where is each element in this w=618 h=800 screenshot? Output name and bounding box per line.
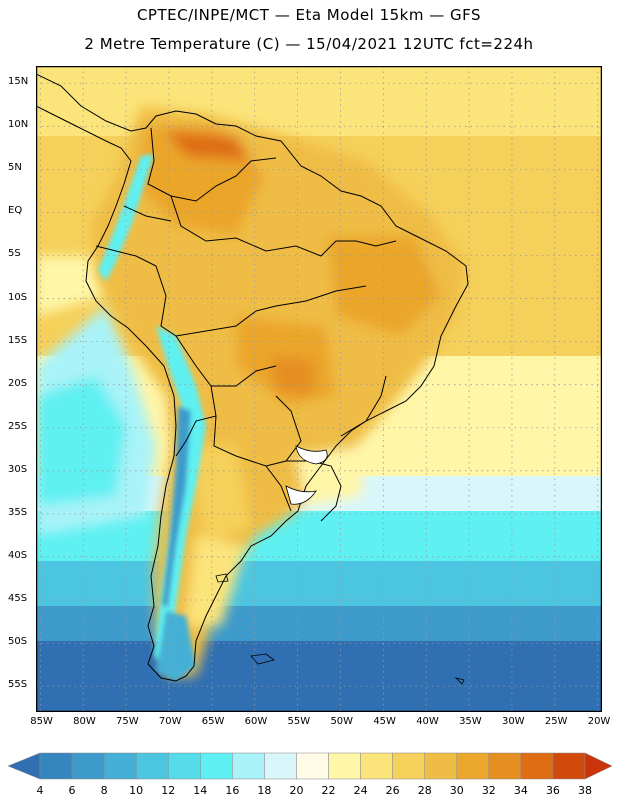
islands [215, 573, 465, 685]
map-title-line1: CPTEC/INPE/MCT — Eta Model 15km — GFS [136, 6, 482, 24]
lat-tick-label: 40S [8, 549, 28, 561]
lat-tick-label: 5N [8, 162, 22, 174]
colorbar-label: 16 [225, 784, 239, 797]
lon-tick-label: 85W [30, 716, 53, 727]
colorbar-swatch [392, 752, 425, 780]
colorbar-swatch [71, 752, 105, 780]
lon-tick-label: 80W [73, 716, 96, 727]
colorbar-swatch [264, 752, 297, 780]
map-grid [36, 66, 602, 712]
colorbar-swatch [328, 752, 361, 780]
lat-tick-label: 5S [8, 248, 21, 260]
lat-tick-label: 55S [8, 679, 28, 691]
lat-tick-label: 15S [8, 334, 28, 346]
temperature-map [36, 66, 602, 712]
colorbar-label: 38 [578, 784, 592, 797]
lon-tick-label: 40W [416, 716, 439, 727]
colorbar-label: 4 [37, 784, 44, 797]
map-title-line2: 2 Metre Temperature (C) — 15/04/2021 12U… [84, 35, 534, 53]
lon-tick-label: 70W [158, 716, 182, 727]
colorbar-swatch [39, 752, 73, 780]
colorbar-swatch [135, 752, 169, 780]
lon-tick-label: 65W [201, 716, 225, 727]
lon-tick-label: 35W [459, 716, 482, 727]
colorbar-swatch [424, 752, 458, 780]
colorbar-arrow-low [7, 752, 41, 780]
colorbar-swatch [488, 752, 522, 780]
colorbar-label: 36 [546, 784, 560, 797]
colorbar-label: 30 [450, 784, 464, 797]
map-border [36, 66, 602, 712]
field-band-colder [36, 606, 602, 646]
field-band-coldest [36, 641, 602, 712]
colorbar-swatch [456, 752, 490, 780]
lat-tick-label: 30S [8, 463, 28, 475]
coastline-outlines [36, 73, 469, 682]
lat-tick-label: 45S [8, 593, 28, 605]
lon-tick-label: 50W [330, 716, 354, 727]
lon-tick-label: 20W [587, 716, 611, 727]
lat-tick-label: 10S [8, 291, 28, 303]
lat-tick-label: 25S [8, 420, 28, 432]
colorbar-label: 20 [289, 784, 303, 797]
lat-tick-label: 15N [8, 76, 29, 88]
colorbar-label: 22 [322, 784, 336, 797]
field-band-north [36, 66, 602, 146]
lat-tick-label: 35S [8, 506, 28, 518]
colorbar-label: 32 [482, 784, 496, 797]
colorbar-arrow-high [584, 752, 613, 780]
colorbar-swatch [103, 752, 137, 780]
colorbar-label: 8 [101, 784, 108, 797]
colorbar-label: 6 [69, 784, 76, 797]
lat-tick-label: 10N [8, 119, 29, 131]
colorbar-label: 18 [257, 784, 271, 797]
colorbar-label: 34 [514, 784, 528, 797]
lat-tick-label: EQ [8, 205, 23, 217]
colorbar-swatch [520, 752, 554, 780]
colorbar-swatch [360, 752, 393, 780]
lat-tick-label: 50S [8, 636, 28, 648]
colorbar-swatch [200, 752, 233, 780]
colorbar-label: 26 [386, 784, 400, 797]
lon-tick-label: 60W [244, 716, 268, 727]
colorbar-label: 28 [418, 784, 432, 797]
colorbar-swatch [167, 752, 201, 780]
colorbar-label: 24 [354, 784, 368, 797]
temperature-colorbar: 4 6 8 10 12 14 16 18 20 22 24 26 28 30 32 34 36 38 [7, 752, 613, 797]
lon-tick-label: 30W [501, 716, 525, 727]
lat-tick-label: 20S [8, 377, 28, 389]
colorbar-swatch [232, 752, 265, 780]
andes-cold-strip [98, 154, 154, 281]
lon-tick-label: 55W [287, 716, 311, 727]
colorbar-label: 12 [161, 784, 175, 797]
lon-tick-label: 45W [373, 716, 396, 727]
lon-tick-label: 75W [116, 716, 139, 727]
field-band-cold [36, 561, 602, 611]
colorbar-swatch [296, 752, 329, 780]
lakes [285, 445, 328, 505]
colorbar-label: 10 [129, 784, 143, 797]
lon-tick-label: 25W [544, 716, 568, 727]
colorbar-label: 14 [193, 784, 207, 797]
colorbar-swatch [552, 752, 586, 780]
